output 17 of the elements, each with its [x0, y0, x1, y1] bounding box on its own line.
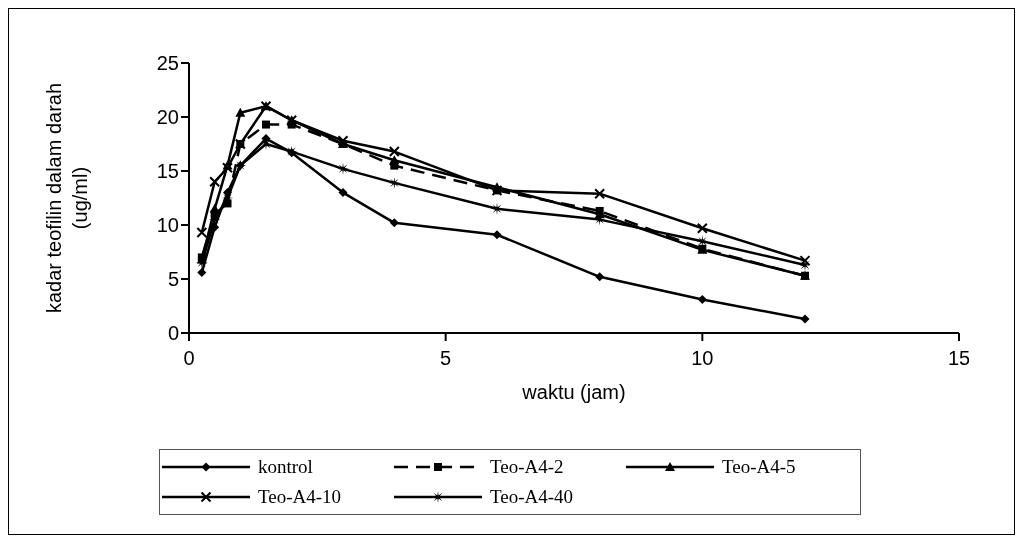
x-axis-title: waktu (jam) [521, 381, 626, 403]
x-tick-label: 15 [947, 347, 971, 370]
x-tick-label: 10 [691, 347, 714, 370]
y-tick-label: 0 [167, 322, 179, 345]
legend-label: Teo-A4-2 [490, 456, 564, 478]
x-tick-label: 0 [183, 347, 195, 370]
y-tick-label: 15 [156, 160, 179, 183]
y-tick-label: 5 [167, 268, 179, 291]
y-axis-title: kadar teofilin dalam darah (ug/ml) [43, 82, 91, 314]
y-tick-label: 25 [156, 52, 179, 75]
x-tick-label: 5 [440, 347, 452, 370]
y-tick-label: 10 [156, 214, 179, 237]
legend-label: Teo-A4-10 [258, 486, 342, 508]
legend-label: Teo-A4-40 [490, 486, 574, 508]
legend-label: Teo-A4-5 [722, 456, 796, 478]
y-tick-label: 20 [156, 106, 179, 129]
legend-label: kontrol [258, 456, 313, 478]
